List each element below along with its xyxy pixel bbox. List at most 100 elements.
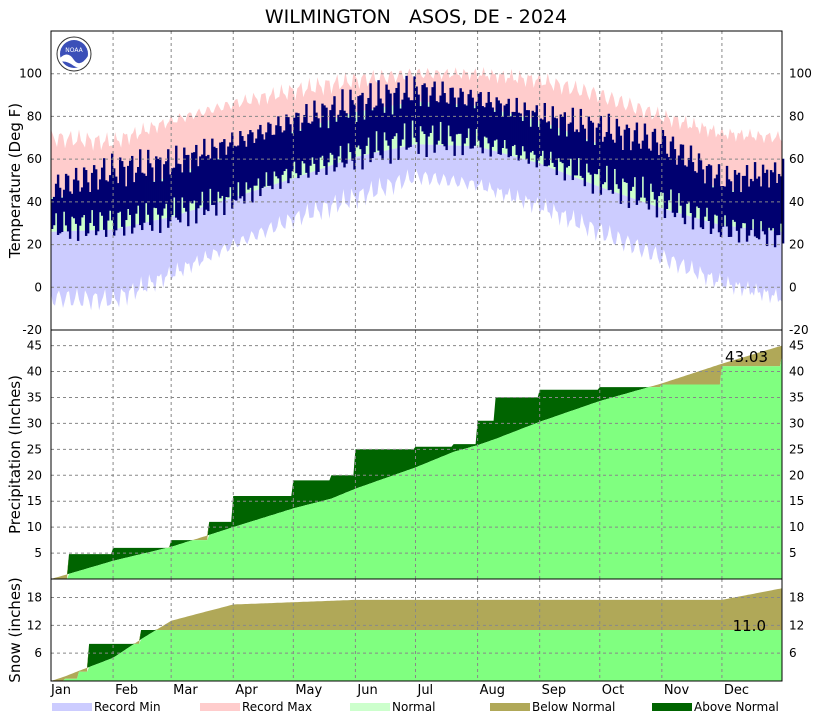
observed-bar bbox=[713, 178, 717, 215]
legend-record-min: Record Min bbox=[52, 698, 161, 716]
y-tick-label-right: 18 bbox=[789, 591, 804, 605]
observed-bar bbox=[461, 91, 464, 156]
observed-bar bbox=[145, 175, 148, 204]
observed-bar bbox=[315, 112, 318, 175]
observed-bar bbox=[327, 128, 330, 163]
observed-bar bbox=[84, 170, 88, 236]
observed-bar bbox=[553, 117, 556, 167]
observed-bar bbox=[581, 124, 585, 178]
y-tick-label-right: 45 bbox=[789, 339, 804, 353]
observed-bar bbox=[100, 167, 104, 216]
observed-bar bbox=[245, 146, 248, 183]
observed-bar bbox=[475, 101, 478, 129]
observed-bar bbox=[421, 84, 424, 132]
observed-bar bbox=[183, 147, 186, 208]
observed-bar bbox=[561, 116, 565, 164]
observed-bar bbox=[417, 94, 420, 154]
observed-bar bbox=[773, 162, 777, 248]
observed-bar bbox=[745, 165, 749, 242]
observed-bar bbox=[715, 174, 719, 216]
observed-bar bbox=[365, 103, 368, 146]
observed-bar bbox=[209, 158, 212, 189]
observed-bar bbox=[221, 141, 224, 196]
observed-bar bbox=[76, 180, 80, 241]
observed-bar bbox=[589, 120, 593, 175]
observed-bar bbox=[401, 99, 404, 140]
observed-bar bbox=[777, 173, 781, 236]
observed-bar bbox=[673, 149, 677, 218]
observed-bar bbox=[623, 129, 627, 183]
observed-bar bbox=[120, 161, 124, 227]
observed-bar bbox=[359, 95, 362, 150]
observed-bar bbox=[453, 97, 456, 156]
month-label-oct: Oct bbox=[602, 683, 624, 698]
observed-bar bbox=[253, 142, 256, 186]
observed-bar bbox=[443, 93, 446, 147]
observed-bar bbox=[781, 158, 785, 244]
observed-bar bbox=[601, 141, 605, 185]
observed-bar bbox=[283, 130, 286, 172]
month-label-may: May bbox=[295, 683, 322, 698]
observed-bar bbox=[409, 100, 412, 147]
record-max-band bbox=[51, 67, 782, 198]
observed-bar bbox=[725, 165, 729, 227]
observed-bar bbox=[171, 168, 174, 216]
observed-bar bbox=[719, 186, 723, 237]
observed-bar bbox=[459, 88, 462, 134]
observed-bar bbox=[92, 165, 96, 226]
y-tick-label-left: 35 bbox=[27, 390, 42, 404]
observed-bar bbox=[297, 113, 300, 179]
observed-bar bbox=[213, 146, 216, 205]
observed-bar bbox=[133, 182, 136, 228]
observed-bar bbox=[709, 165, 713, 234]
y-tick-label-right: 12 bbox=[789, 618, 804, 632]
observed-bar bbox=[393, 92, 396, 137]
observed-bar bbox=[563, 112, 567, 181]
observed-bar bbox=[66, 175, 70, 232]
observed-bar bbox=[203, 138, 206, 215]
observed-bar bbox=[58, 187, 62, 234]
observed-bar bbox=[403, 92, 406, 124]
observed-bar bbox=[521, 121, 524, 147]
month-label-apr: Apr bbox=[235, 683, 258, 698]
observed-bar bbox=[191, 152, 194, 204]
observed-bar bbox=[397, 82, 400, 160]
observed-bar bbox=[595, 127, 599, 175]
observed-bar bbox=[317, 118, 320, 172]
observed-bar bbox=[615, 118, 619, 185]
y-tick-label-right: 20 bbox=[789, 468, 804, 482]
observed-bar bbox=[135, 172, 138, 214]
observed-bar bbox=[395, 87, 398, 134]
y-tick-label-right: 40 bbox=[789, 365, 804, 379]
observed-bar bbox=[319, 127, 322, 158]
chart-title: WILMINGTON ASOS, DE - 2024 bbox=[264, 6, 568, 28]
observed-bar bbox=[309, 123, 312, 166]
observed-bar bbox=[307, 122, 310, 178]
observed-bar bbox=[82, 167, 86, 216]
observed-bar bbox=[599, 115, 603, 195]
observed-bar bbox=[131, 155, 134, 234]
observed-bar bbox=[197, 166, 200, 209]
observed-bar bbox=[511, 111, 514, 147]
observed-bar bbox=[751, 181, 755, 220]
observed-bar bbox=[655, 142, 659, 218]
observed-bar bbox=[341, 89, 344, 163]
observed-bar bbox=[613, 142, 617, 169]
observed-bar bbox=[321, 103, 324, 156]
observed-bar bbox=[479, 92, 482, 148]
observed-bar bbox=[379, 98, 382, 156]
observed-bar bbox=[489, 102, 492, 157]
observed-bar bbox=[271, 134, 274, 190]
observed-bar bbox=[769, 170, 773, 231]
y-tick-label-right: 15 bbox=[789, 494, 804, 508]
observed-bar bbox=[641, 140, 645, 177]
observed-bar bbox=[551, 106, 554, 163]
observed-bar bbox=[717, 164, 721, 233]
observed-bar bbox=[637, 143, 641, 201]
observed-bar bbox=[80, 187, 84, 218]
month-label-jan: Jan bbox=[50, 683, 71, 698]
observed-bar bbox=[205, 156, 208, 210]
observed-bar bbox=[86, 182, 90, 234]
observed-bar bbox=[509, 116, 512, 157]
observed-bar bbox=[279, 126, 282, 189]
